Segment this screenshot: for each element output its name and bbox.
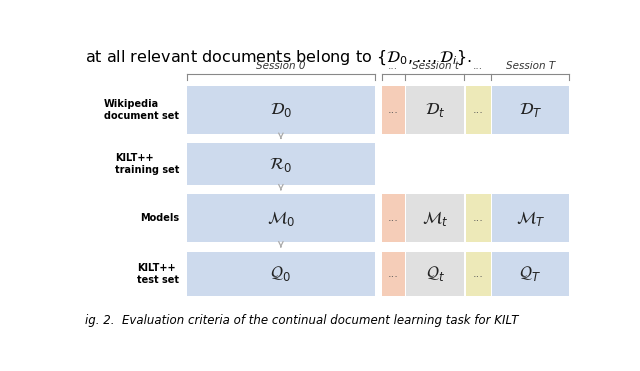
- Text: KILT++
training set: KILT++ training set: [115, 154, 179, 175]
- Text: ...: ...: [388, 60, 398, 70]
- Text: $\mathcal{Q}_T$: $\mathcal{Q}_T$: [519, 264, 541, 283]
- FancyBboxPatch shape: [187, 86, 375, 134]
- FancyBboxPatch shape: [187, 252, 375, 296]
- FancyBboxPatch shape: [187, 143, 375, 186]
- FancyBboxPatch shape: [492, 252, 568, 296]
- FancyBboxPatch shape: [466, 194, 491, 243]
- FancyBboxPatch shape: [466, 86, 491, 134]
- Text: at all relevant documents belong to $\{\mathcal{D}_0, \ldots, \mathcal{D}_i\}$.: at all relevant documents belong to $\{\…: [85, 48, 472, 66]
- Text: Session T: Session T: [506, 60, 555, 70]
- FancyBboxPatch shape: [406, 86, 465, 134]
- Text: $\mathcal{M}_T$: $\mathcal{M}_T$: [516, 209, 545, 228]
- Text: $\mathcal{D}_t$: $\mathcal{D}_t$: [425, 101, 445, 119]
- Text: ...: ...: [473, 60, 483, 70]
- Text: $\mathcal{M}_t$: $\mathcal{M}_t$: [422, 209, 449, 228]
- Text: ...: ...: [473, 213, 484, 223]
- Text: ...: ...: [473, 105, 484, 115]
- Text: ig. 2.  Evaluation criteria of the continual document learning task for KILT: ig. 2. Evaluation criteria of the contin…: [85, 314, 518, 327]
- FancyBboxPatch shape: [381, 194, 405, 243]
- FancyBboxPatch shape: [492, 194, 568, 243]
- Text: $\mathcal{Q}_0$: $\mathcal{Q}_0$: [270, 264, 291, 283]
- FancyBboxPatch shape: [187, 194, 375, 243]
- Text: $\mathcal{D}_T$: $\mathcal{D}_T$: [518, 101, 542, 119]
- Text: ...: ...: [473, 269, 484, 279]
- FancyBboxPatch shape: [406, 194, 465, 243]
- Text: ...: ...: [388, 269, 399, 279]
- FancyBboxPatch shape: [381, 86, 405, 134]
- Text: ...: ...: [388, 105, 399, 115]
- Text: $\mathcal{R}_0$: $\mathcal{R}_0$: [269, 155, 292, 174]
- Text: KILT++
test set: KILT++ test set: [137, 263, 179, 285]
- Text: Models: Models: [140, 213, 179, 223]
- FancyBboxPatch shape: [381, 252, 405, 296]
- FancyBboxPatch shape: [406, 252, 465, 296]
- FancyBboxPatch shape: [466, 252, 491, 296]
- FancyBboxPatch shape: [492, 86, 568, 134]
- Text: $\mathcal{M}_0$: $\mathcal{M}_0$: [267, 209, 295, 228]
- Text: Wikipedia
document set: Wikipedia document set: [104, 99, 179, 121]
- Text: ...: ...: [388, 213, 399, 223]
- Text: $\mathcal{Q}_t$: $\mathcal{Q}_t$: [426, 264, 445, 283]
- Text: $\mathcal{D}_0$: $\mathcal{D}_0$: [270, 101, 292, 119]
- Text: Session t: Session t: [412, 60, 459, 70]
- Text: Session 0: Session 0: [256, 60, 306, 70]
